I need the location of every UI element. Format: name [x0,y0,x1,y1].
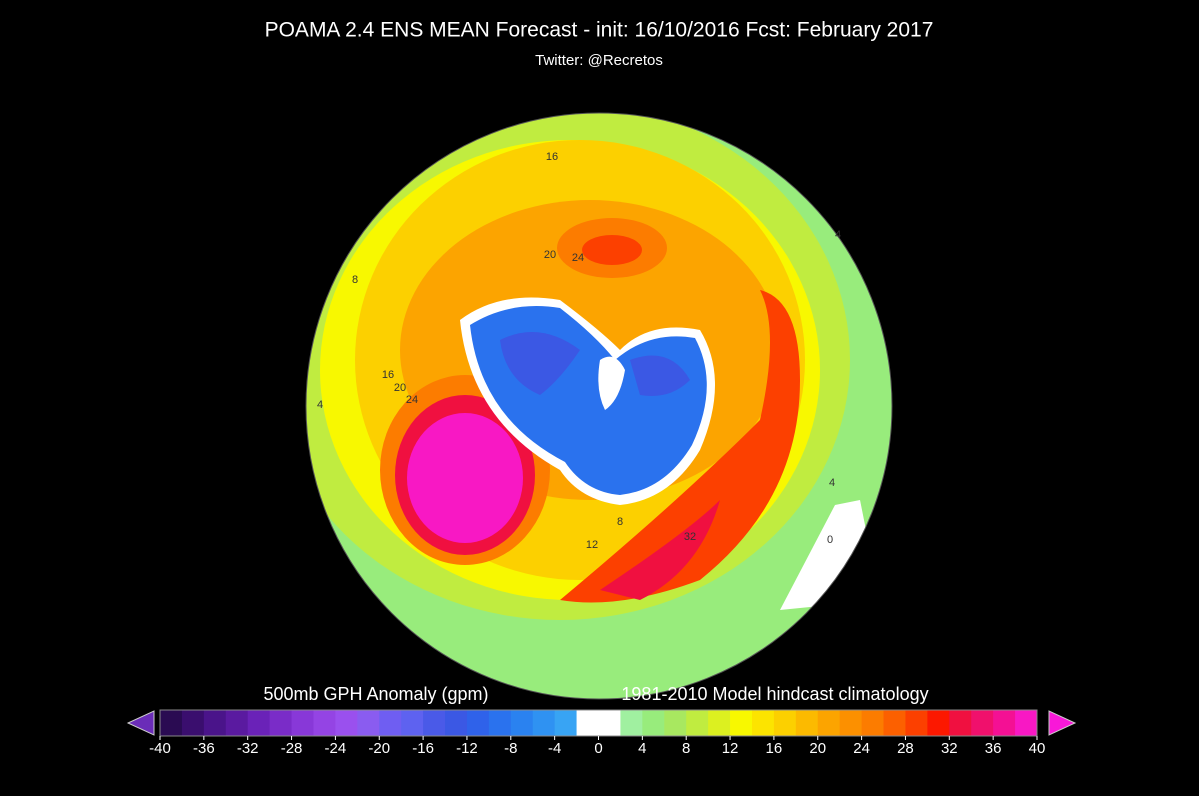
colorbar-segment [445,710,468,736]
contour-label: 12 [586,539,598,551]
colorbar-segment [510,710,534,736]
colorbar-segment [466,710,490,736]
title: POAMA 2.4 ENS MEAN Forecast - init: 16/1… [265,19,934,42]
colorbar-segment [949,710,972,736]
colorbar-segment [620,710,643,736]
subtitle: Twitter: @Recretos [535,52,663,69]
colorbar-segment [927,710,950,736]
colorbar-segment [225,710,249,736]
colorbar-under-arrow [126,710,155,736]
colorbar-tick-label: -32 [237,740,259,757]
colorbar-segment [335,710,358,736]
colorbar-segment [708,710,731,736]
colorbar-segment [993,710,1016,736]
colorbar-tick-label: 16 [766,740,783,757]
contour-label: 16 [546,151,558,163]
contour-label: 0 [827,534,833,546]
contour-label: 16 [382,369,394,381]
colorbar-segment [160,710,183,736]
colorbar-tick-label: 12 [722,740,739,757]
colorbar-tick-label: -12 [456,740,478,757]
colorbar-segment [839,710,863,736]
colorbar-tick-label: -40 [149,740,171,757]
colorbar-segment [532,710,556,736]
colorbar-segment [379,710,402,736]
colorbar-segment [883,710,906,736]
colorbar-segment [751,710,775,736]
colorbar-segment [598,710,621,736]
colorbar-segment [423,710,446,736]
colorbar-segment [313,710,336,736]
colorbar-segment [795,710,819,736]
colorbar-tick-label: 36 [985,740,1002,757]
colorbar-segment [730,710,753,736]
colorbar-segment [488,710,512,736]
colorbar-tick-label: -36 [193,740,215,757]
colorbar-segment [817,710,841,736]
colorbar-tick-label: 20 [809,740,826,757]
colorbar-tick-label: 4 [638,740,646,757]
colorbar-segment [686,710,709,736]
colorbar-segment [181,710,205,736]
colorbar-segment [269,710,293,736]
colorbar-segment [576,710,599,736]
contour-label: 4 [317,399,323,411]
colorbar-segment [554,710,578,736]
colorbar-tick-label: -16 [412,740,434,757]
colorbar-segment [861,710,885,736]
colorbar-tick-label: 40 [1029,740,1046,757]
contour-label: 20 [394,382,406,394]
colorbar-segment [247,710,271,736]
colorbar-segment [971,710,994,736]
colorbar-segment [401,710,424,736]
colorbar-segment [773,710,797,736]
colorbar-tick-label: 28 [897,740,914,757]
colorbar-title: 500mb GPH Anomaly (gpm) [263,684,488,704]
colorbar-tick-label: 0 [594,740,602,757]
colorbar-note: 1981-2010 Model hindcast climatology [621,684,928,704]
colorbar-segment [1015,710,1038,736]
colorbar-tick-label: -4 [548,740,561,757]
contour-label: 8 [352,274,358,286]
map-outline [305,112,893,700]
colorbar-tick-label: -28 [281,740,303,757]
colorbar-tick-label: -20 [368,740,390,757]
colorbar-segment [664,710,687,736]
contour-label: 32 [684,531,696,543]
contour-label: 20 [544,249,556,261]
contour-label: 4 [835,229,841,241]
map [306,113,892,699]
colorbar-tick-label: 8 [682,740,690,757]
colorbar-segment [905,710,928,736]
colorbar-segment [642,710,665,736]
contour-label: 24 [406,394,418,406]
contour-label: 24 [572,252,584,264]
colorbar-tick-label: -24 [325,740,347,757]
colorbar-segment [291,710,314,736]
colorbar-over-arrow [1048,710,1077,736]
colorbar-tick-label: 32 [941,740,958,757]
colorbar-tick-label: -8 [504,740,517,757]
contour-label: 8 [617,516,623,528]
contour-label: 4 [829,477,835,489]
colorbar-tick-label: 24 [853,740,870,757]
colorbar-segment [203,710,227,736]
colorbar-segment [357,710,380,736]
